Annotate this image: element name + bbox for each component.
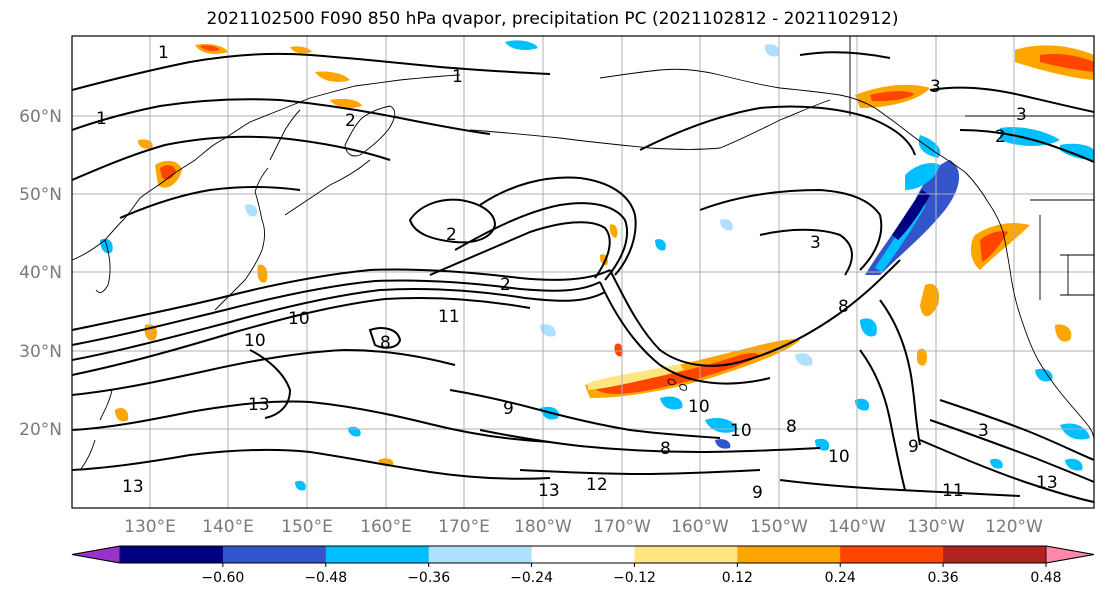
lon-tick-label: 150°W [750, 517, 808, 537]
colorbar: −0.60 −0.48 −0.36 −0.24 −0.12 0.12 0.24 0.36 0.4… [71, 545, 1095, 586]
lon-tick-label: 140°W [828, 517, 886, 537]
colorbar-segment [943, 546, 1047, 563]
lat-tick-label: 60°N [19, 107, 62, 127]
lon-tick-label: 130°W [907, 517, 965, 537]
colorbar-segment [840, 546, 944, 563]
colorbar-segment [737, 546, 841, 563]
contour-label: 3 [978, 421, 989, 441]
map-frame [71, 35, 1095, 509]
colorbar-tick-label: −0.12 [613, 570, 656, 586]
contour-label: 12 [586, 475, 608, 495]
qvapor-contours [72, 51, 1094, 503]
contour-label: 2 [500, 275, 511, 295]
colorbar-tick-label: −0.60 [201, 570, 244, 586]
contour-label: 10 [244, 331, 266, 351]
contour-label: 2 [995, 127, 1006, 147]
contour-label: 3 [1016, 105, 1027, 125]
colorbar-outline [71, 545, 1095, 564]
lon-tick-label: 160°W [671, 517, 729, 537]
lon-tick-label: 150°E [281, 517, 333, 537]
lon-tick-label: 180°W [514, 517, 572, 537]
contour-label: 9 [908, 437, 919, 457]
contour-label-group: 1 1 1 2 2 2 2 3 3 3 3 8 8 8 8 9 9 9 10 1… [96, 43, 1058, 503]
lon-tick-label: 170°E [438, 517, 490, 537]
graticule [72, 36, 1094, 508]
colorbar-segment [634, 546, 738, 563]
colorbar-segment [531, 546, 635, 563]
lon-tick-label: 170°W [593, 517, 651, 537]
contour-label: 9 [503, 399, 514, 419]
contour-label: 11 [942, 481, 964, 501]
contour-label: 8 [380, 333, 391, 353]
contour-label: 9 [752, 483, 763, 503]
colorbar-segment [428, 546, 533, 563]
colorbar-extend-min [71, 545, 121, 564]
contour-label: 10 [828, 447, 850, 467]
lat-tick-label: 20°N [19, 420, 62, 440]
contour-label: 13 [122, 477, 144, 497]
colorbar-segment [120, 546, 224, 563]
colorbar-extend-max [1045, 545, 1095, 564]
contour-label: 10 [688, 397, 710, 417]
contour-label: 3 [810, 233, 821, 253]
coastlines [72, 36, 1094, 471]
contour-label: 3 [930, 77, 941, 97]
colorbar-tick-label: 0.48 [1030, 570, 1061, 586]
colorbar-tick-label: 0.36 [928, 570, 959, 586]
contour-label: 2 [345, 111, 356, 131]
colorbar-tick-label: −0.24 [510, 570, 553, 586]
lon-axis: 130°E 140°E 150°E 160°E 170°E 180°W 170°… [124, 517, 1043, 537]
colorbar-segment [325, 546, 430, 563]
contour-label: 8 [786, 417, 797, 437]
contour-label: 1 [96, 109, 107, 129]
colorbar-tick-label: −0.36 [407, 570, 450, 586]
contour-label: 10 [288, 309, 310, 329]
contour-label: 1 [452, 67, 463, 87]
lon-tick-label: 120°W [985, 517, 1043, 537]
contour-label: 13 [538, 481, 560, 501]
lat-tick-label: 40°N [19, 263, 62, 283]
lat-axis: 20°N 30°N 40°N 50°N 60°N [19, 107, 62, 440]
lon-tick-label: 130°E [124, 517, 176, 537]
contour-label: 11 [438, 307, 460, 327]
contour-label: 13 [1036, 473, 1058, 493]
contour-label: 2 [446, 225, 457, 245]
contour-label: 1 [158, 43, 169, 63]
lon-tick-label: 140°E [202, 517, 254, 537]
colorbar-tick-label: 0.12 [722, 570, 753, 586]
lat-tick-label: 50°N [19, 185, 62, 205]
lon-tick-label: 160°E [360, 517, 412, 537]
colorbar-segment [222, 546, 327, 563]
plot-title: 2021102500 F090 850 hPa qvapor, precipit… [206, 9, 899, 29]
contour-label: 10 [730, 421, 752, 441]
lat-tick-label: 30°N [19, 342, 62, 362]
colorbar-tick-label: 0.24 [825, 570, 856, 586]
contour-label: 13 [248, 395, 270, 415]
contour-label: 8 [838, 297, 849, 317]
contour-label: 8 [660, 439, 671, 459]
colorbar-tick-label: −0.48 [304, 570, 347, 586]
precip-shading [100, 40, 1094, 491]
